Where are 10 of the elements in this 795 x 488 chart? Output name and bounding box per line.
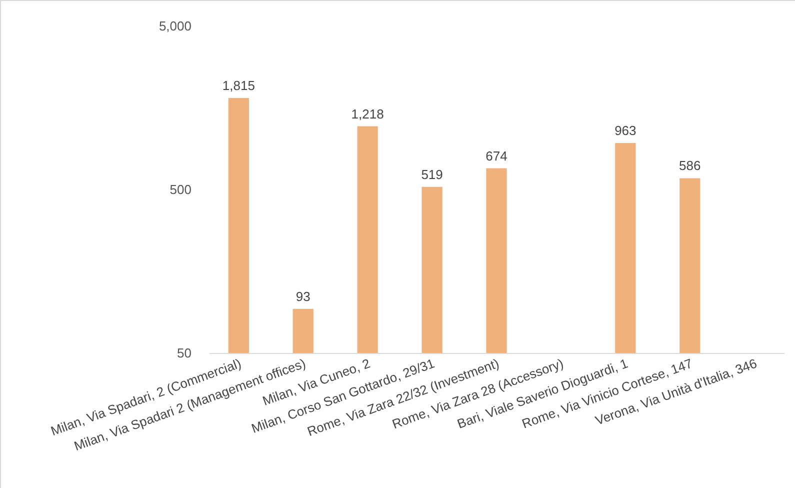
data-label: 93 [296,288,310,304]
data-label: 1,218 [351,106,384,122]
y-tick-label: 50 [177,346,192,360]
data-label: 1,815 [222,78,255,93]
data-label: 586 [679,158,701,174]
data-label: 519 [421,166,443,182]
data-label: 963 [614,122,636,138]
data-label: 674 [486,148,508,164]
y-tick-label: 5,000 [158,18,192,34]
y-tick-label: 500 [170,182,192,197]
